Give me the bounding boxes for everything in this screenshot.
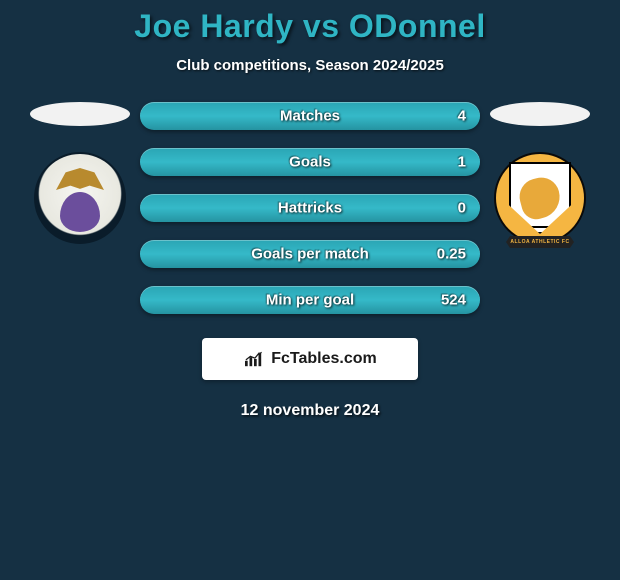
stats-bars: Matches 4 Goals 1 Hattricks 0 Goals per … xyxy=(140,102,480,314)
player-ellipse-right xyxy=(490,102,590,126)
shield-icon xyxy=(509,162,571,234)
page-title: Joe Hardy vs ODonnel xyxy=(0,8,620,45)
stat-value: 524 xyxy=(441,292,466,309)
stat-bar-goals-per-match: Goals per match 0.25 xyxy=(140,240,480,268)
player-ellipse-left xyxy=(30,102,130,126)
stat-value: 1 xyxy=(458,154,466,171)
main-row: Matches 4 Goals 1 Hattricks 0 Goals per … xyxy=(0,102,620,314)
stat-value: 0.25 xyxy=(437,246,466,263)
stat-label: Matches xyxy=(280,108,340,125)
club-crest-right: ALLOA ATHLETIC FC xyxy=(494,152,586,244)
stat-bar-min-per-goal: Min per goal 524 xyxy=(140,286,480,314)
stat-bar-hattricks: Hattricks 0 xyxy=(140,194,480,222)
stat-bar-matches: Matches 4 xyxy=(140,102,480,130)
crest-banner: ALLOA ATHLETIC FC xyxy=(506,236,574,248)
stat-value: 4 xyxy=(458,108,466,125)
club-crest-left xyxy=(34,152,126,244)
left-column xyxy=(30,102,130,244)
right-column: ALLOA ATHLETIC FC xyxy=(490,102,590,244)
bar-chart-icon xyxy=(243,350,265,368)
stat-label: Hattricks xyxy=(278,200,342,217)
stat-bar-goals: Goals 1 xyxy=(140,148,480,176)
subtitle: Club competitions, Season 2024/2025 xyxy=(0,57,620,74)
stat-value: 0 xyxy=(458,200,466,217)
date-text: 12 november 2024 xyxy=(0,402,620,420)
stat-label: Goals xyxy=(289,154,331,171)
comparison-infographic: Joe Hardy vs ODonnel Club competitions, … xyxy=(0,0,620,420)
brand-text: FcTables.com xyxy=(271,350,377,368)
stat-label: Min per goal xyxy=(266,292,354,309)
brand-badge: FcTables.com xyxy=(202,338,418,380)
stat-label: Goals per match xyxy=(251,246,369,263)
